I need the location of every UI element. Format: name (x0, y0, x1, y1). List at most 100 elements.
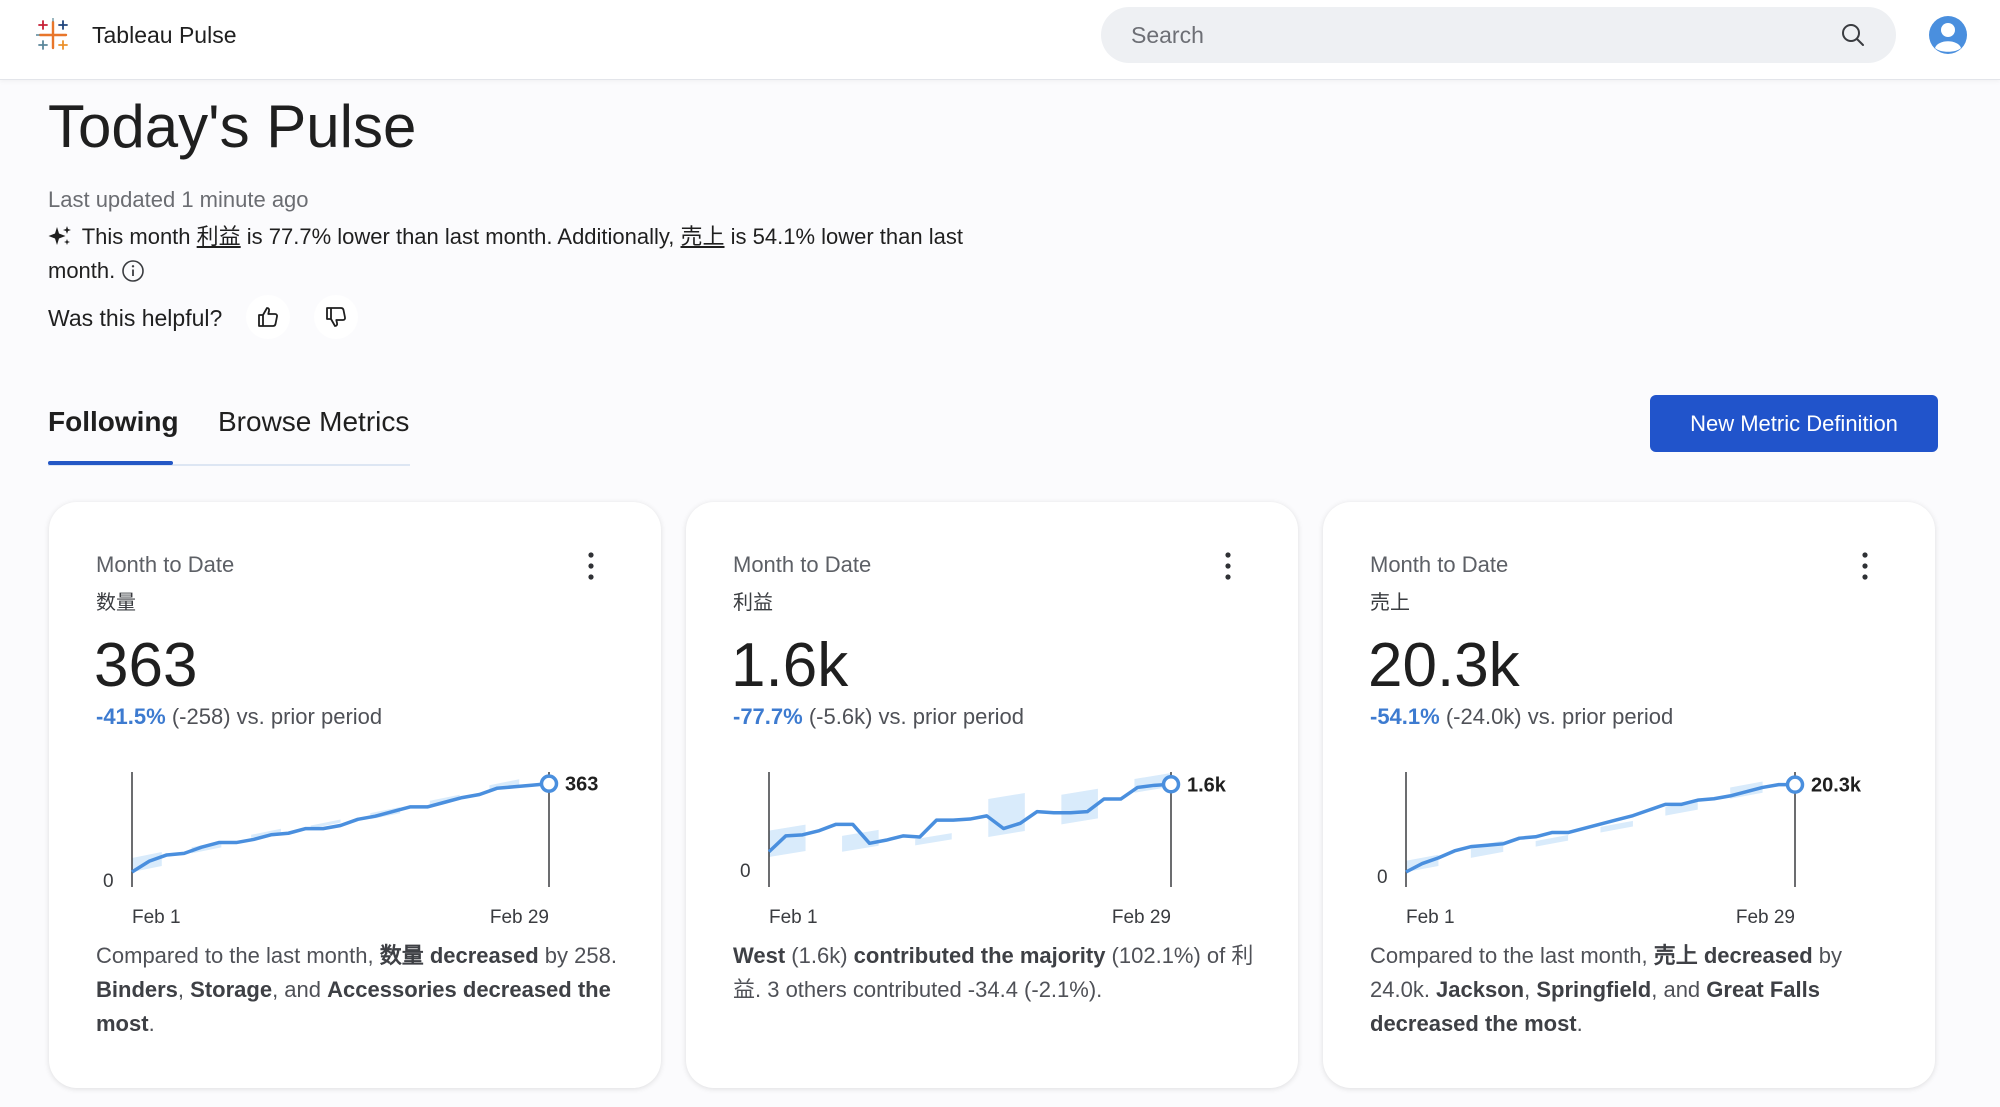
search-bar[interactable] (1101, 7, 1896, 63)
insight-text: . (148, 1011, 155, 1036)
insight-strong: contributed the majority (853, 943, 1106, 968)
band-segment (842, 829, 879, 852)
sparkline-series (131, 781, 550, 874)
sparkline-band (132, 779, 520, 872)
x-start-label: Feb 1 (132, 907, 181, 928)
x-start-label: Feb 1 (769, 907, 818, 928)
kebab-menu-icon (1225, 552, 1231, 580)
new-metric-definition-button[interactable]: New Metric Definition (1650, 395, 1938, 452)
more-options-button[interactable] (1853, 548, 1877, 584)
thumbs-down-icon (326, 307, 346, 327)
card-value: 20.3k (1368, 631, 1520, 700)
change-percent: -41.5% (96, 704, 166, 729)
end-value-label: 20.3k (1811, 775, 1862, 797)
user-avatar-icon[interactable] (1928, 15, 1968, 55)
insight-text: , and (1651, 977, 1707, 1002)
metric-card[interactable]: Month to Date 売上 20.3k -54.1% (-24.0k) v… (1323, 502, 1935, 1088)
metric-card[interactable]: Month to Date 数量 363 -41.5% (-258) vs. p… (49, 502, 661, 1088)
change-detail: (-24.0k) vs. prior period (1439, 704, 1674, 729)
insight-strong: Accessories decreased the most (96, 977, 611, 1036)
insight-strong: Springfield (1536, 977, 1652, 1002)
thumbs-up-icon (258, 307, 278, 327)
sparkline-chart[interactable]: 20.3k 0 Feb 1 Feb 29 (1323, 757, 1935, 928)
card-insight: Compared to the last month, 売上 decreased… (1370, 939, 1900, 1041)
insight-text: , and (272, 977, 328, 1002)
zero-tick-label: 0 (1377, 867, 1388, 888)
more-options-button[interactable] (1216, 548, 1240, 584)
change-percent: -77.7% (733, 704, 803, 729)
band-segment (1600, 820, 1633, 833)
card-value: 1.6k (731, 631, 849, 700)
band-segment (769, 824, 806, 857)
page-title: Today's Pulse (48, 93, 417, 160)
kebab-menu-icon (1862, 552, 1868, 580)
card-change: -54.1% (-24.0k) vs. prior period (1370, 704, 1673, 730)
end-point (1161, 775, 1181, 794)
sparkle-icon (48, 226, 71, 245)
change-detail: (-258) vs. prior period (165, 704, 383, 729)
card-change: -77.7% (-5.6k) vs. prior period (733, 704, 1024, 730)
info-icon[interactable] (121, 259, 145, 283)
card-metric-name: 数量 (96, 592, 136, 614)
insight-text: Compared to the last month, (96, 943, 380, 968)
zero-tick-label: 0 (740, 861, 751, 882)
card-change: -41.5% (-258) vs. prior period (96, 704, 382, 730)
change-percent: -54.1% (1370, 704, 1440, 729)
tab-following[interactable]: Following (48, 406, 179, 437)
insight-strong: Great Falls decreased the most (1370, 977, 1820, 1036)
app-title[interactable]: Tableau Pulse (92, 22, 237, 48)
sparkline-chart[interactable]: 363 0 Feb 1 Feb 29 (49, 757, 661, 928)
thumbs-down-button[interactable] (314, 295, 358, 339)
helpful-prompt: Was this helpful? (48, 305, 223, 331)
x-end-label: Feb 29 (1736, 907, 1795, 928)
band-segment (1061, 788, 1098, 825)
insight-text: . (1576, 1011, 1583, 1036)
insight-text: , (177, 977, 191, 1002)
insight-text: Compared to the last month, (1370, 943, 1654, 968)
search-input[interactable] (1131, 7, 1811, 63)
card-value: 363 (94, 631, 198, 700)
summary-text-1: This month (76, 224, 197, 249)
insight-text: by 24.0k. (1370, 943, 1843, 1002)
insight-strong: 売上 decreased (1653, 943, 1813, 968)
last-updated: Last updated 1 minute ago (48, 187, 309, 212)
end-point (539, 774, 559, 793)
x-end-label: Feb 29 (1112, 907, 1171, 928)
tableau-logo-icon[interactable] (36, 18, 70, 52)
sparkline-chart[interactable]: 1.6k 0 Feb 1 Feb 29 (686, 757, 1298, 928)
thumbs-up-button[interactable] (246, 295, 290, 339)
card-period: Month to Date (96, 552, 235, 577)
band-segment (310, 819, 341, 829)
card-period: Month to Date (733, 552, 872, 577)
change-detail: (-5.6k) vs. prior period (802, 704, 1025, 729)
end-value-label: 363 (565, 774, 598, 796)
active-tab-indicator (48, 461, 173, 465)
kebab-menu-icon (588, 552, 594, 580)
metric-card[interactable]: Month to Date 利益 1.6k -77.7% (-5.6k) vs.… (686, 502, 1298, 1088)
band-segment (1535, 835, 1569, 847)
sparkline-band (769, 773, 1171, 857)
card-metric-name: 利益 (733, 592, 773, 614)
x-start-label: Feb 1 (1406, 907, 1455, 928)
insight-strong: 数量 decreased (379, 943, 539, 968)
band-segment (915, 833, 952, 846)
summary-text-2: is 77.7% lower than last month. Addition… (240, 224, 681, 249)
summary-metric-link-1[interactable]: 利益 (196, 224, 241, 249)
sparkline-series (767, 782, 1172, 854)
ai-summary: This month 利益 is 77.7% lower than last m… (48, 220, 1008, 288)
insight-strong: Binders (96, 977, 178, 1002)
metric-tabs: Following Browse Metrics (48, 400, 410, 466)
insight-strong: Storage (190, 977, 273, 1002)
insight-strong: Jackson (1436, 977, 1525, 1002)
card-period: Month to Date (1370, 552, 1509, 577)
summary-text-3: is 54.1% lower than last month. (48, 224, 963, 283)
summary-metric-link-2[interactable]: 売上 (680, 224, 725, 249)
search-icon[interactable] (1840, 22, 1866, 48)
card-metric-name: 売上 (1370, 592, 1410, 614)
top-bar: Tableau Pulse (0, 0, 2000, 80)
insight-text: , (1524, 977, 1537, 1002)
tab-browse-metrics[interactable]: Browse Metrics (218, 406, 410, 437)
insight-text: by 258. (538, 943, 617, 968)
more-options-button[interactable] (579, 548, 603, 584)
insight-text: (102.1%) of 利益. 3 others contributed -34… (733, 943, 1254, 1002)
